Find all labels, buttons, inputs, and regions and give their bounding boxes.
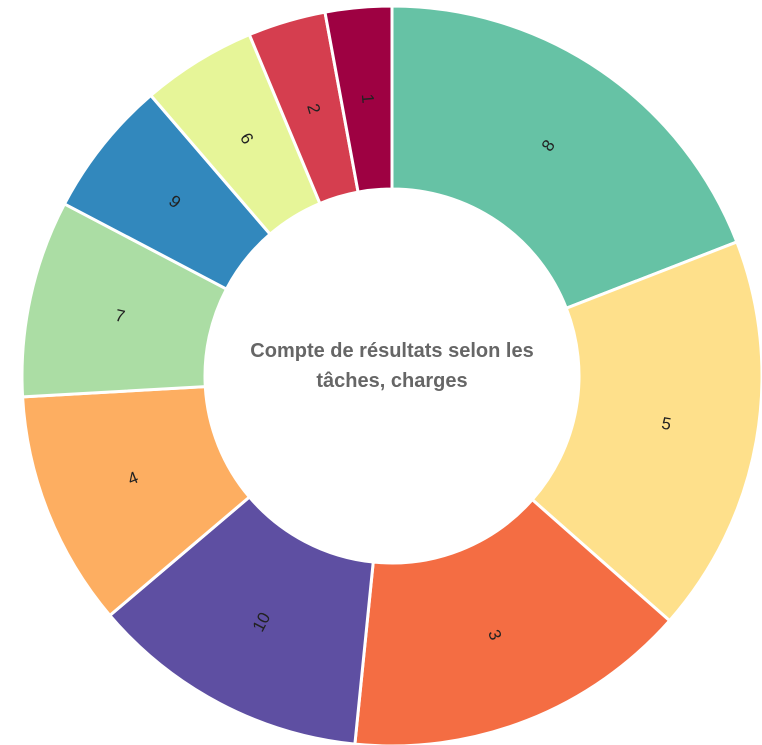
donut-slice (323, 4, 394, 194)
donut-slice (530, 240, 762, 623)
donut-slice (390, 4, 739, 311)
slice-label: 5 (660, 414, 673, 434)
chart-title: Compte de résultats selon les tâches, ch… (250, 340, 534, 392)
donut-slice (107, 494, 375, 745)
slice-label: 7 (113, 306, 126, 327)
donut-slice (353, 497, 672, 745)
slice-label: 1 (358, 93, 378, 104)
